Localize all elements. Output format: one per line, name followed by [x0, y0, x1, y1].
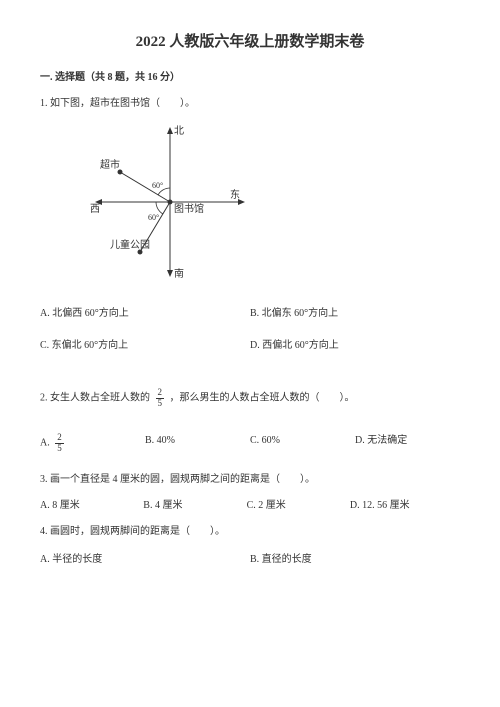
q4-opt-a: A. 半径的长度: [40, 552, 250, 568]
q2-opt-d: D. 无法确定: [355, 433, 460, 454]
q2-opt-a-fraction: 2 5: [55, 433, 64, 454]
angle-2: 60°: [148, 213, 159, 222]
q3-text: 3. 画一个直径是 4 厘米的圆，圆规两脚之间的距离是（ ）。: [40, 472, 460, 488]
section-1-header: 一. 选择题（共 8 题，共 16 分）: [40, 70, 460, 86]
label-east: 东: [230, 188, 240, 201]
q1-opt-b: B. 北偏东 60°方向上: [250, 306, 460, 322]
q4-opt-b: B. 直径的长度: [250, 552, 460, 568]
q3-options: A. 8 厘米 B. 4 厘米 C. 2 厘米 D. 12. 56 厘米: [40, 498, 460, 514]
label-west: 西: [90, 204, 100, 215]
label-north: 北: [174, 125, 184, 137]
q3-opt-d: D. 12. 56 厘米: [350, 498, 451, 514]
q1-options: A. 北偏西 60°方向上 B. 北偏东 60°方向上 C. 东偏北 60°方向…: [40, 306, 460, 370]
q2-opt-c: C. 60%: [250, 433, 355, 454]
q2-suffix: ，那么男生的人数占全班人数的（ ）。: [170, 393, 355, 404]
q1-text: 1. 如下图，超市在图书馆（ ）。: [40, 96, 460, 112]
angle-1: 60°: [152, 181, 163, 190]
label-south: 南: [174, 267, 184, 280]
q2-opt-a: A. 2 5: [40, 433, 145, 454]
q1-opt-a: A. 北偏西 60°方向上: [40, 306, 250, 322]
label-supermarket: 超市: [100, 158, 120, 171]
exam-title: 2022 人教版六年级上册数学期末卷: [40, 30, 460, 54]
q1-opt-d: D. 西偏北 60°方向上: [250, 338, 460, 354]
q2a-den: 5: [55, 444, 64, 454]
q3-opt-b: B. 4 厘米: [143, 498, 244, 514]
q2-prefix: 2. 女生人数占全班人数的: [40, 393, 150, 404]
q2-text: 2. 女生人数占全班人数的 2 5 ，那么男生的人数占全班人数的（ ）。: [40, 388, 460, 409]
q2-opt-b: B. 40%: [145, 433, 250, 454]
q1-opt-c: C. 东偏北 60°方向上: [40, 338, 250, 354]
q4-options: A. 半径的长度 B. 直径的长度: [40, 552, 460, 584]
q4-text: 4. 画圆时，圆规两脚间的距离是（ ）。: [40, 524, 460, 540]
label-library: 图书馆: [174, 202, 204, 215]
q2-fraction: 2 5: [156, 388, 165, 409]
q2-frac-den: 5: [156, 399, 165, 409]
label-park: 儿童公园: [110, 238, 150, 251]
q2-opt-a-prefix: A.: [40, 437, 50, 448]
q2-options: A. 2 5 B. 40% C. 60% D. 无法确定: [40, 433, 460, 454]
q3-opt-a: A. 8 厘米: [40, 498, 141, 514]
q1-diagram: 北 南 东 西 超市 图书馆 儿童公园 60° 60°: [80, 122, 460, 288]
q3-opt-c: C. 2 厘米: [247, 498, 348, 514]
